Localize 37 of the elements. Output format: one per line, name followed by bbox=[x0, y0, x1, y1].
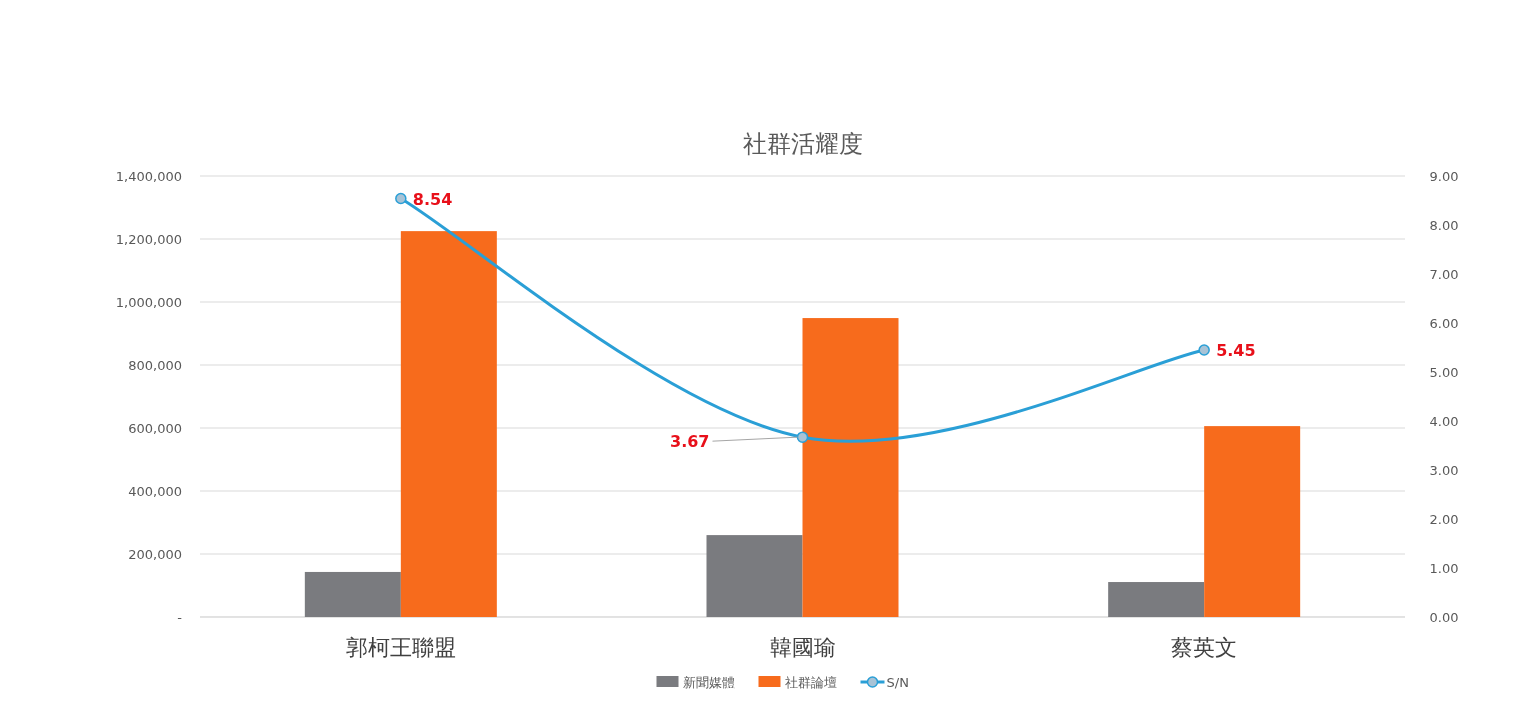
y2-tick-label: 9.00 bbox=[1429, 169, 1459, 184]
bar bbox=[400, 231, 497, 617]
y2-tick-label: 3.00 bbox=[1429, 463, 1459, 478]
point bbox=[395, 192, 407, 205]
y-tick-label: - bbox=[177, 610, 183, 625]
y-tick-label: 600,000 bbox=[128, 421, 182, 436]
y2-tick-label: 2.00 bbox=[1429, 512, 1459, 527]
y-tick-label: 400,000 bbox=[128, 484, 182, 499]
y-tick-label: 1,200,000 bbox=[115, 232, 182, 247]
bar bbox=[1108, 582, 1205, 617]
y2-tick-label: 0.00 bbox=[1429, 610, 1459, 625]
legend-label: 新聞媒體 bbox=[682, 675, 735, 690]
x-tick-label: 韓國瑜 bbox=[769, 635, 836, 660]
y2-tick-label: 6.00 bbox=[1429, 316, 1459, 331]
data-label: 5.45 bbox=[1216, 340, 1256, 360]
x-tick-label: 蔡英文 bbox=[1171, 635, 1238, 660]
y-tick-label: 200,000 bbox=[128, 547, 182, 562]
legend-label: S/N bbox=[886, 675, 909, 690]
data-label: 3.67 bbox=[670, 432, 710, 452]
bar bbox=[304, 571, 401, 617]
legend-label: 社群論壇 bbox=[784, 675, 837, 690]
point bbox=[1198, 344, 1210, 356]
data-label: 8.54 bbox=[412, 189, 453, 209]
y2-tick-label: 8.00 bbox=[1429, 218, 1459, 233]
bar bbox=[706, 535, 803, 617]
x-tick-label: 郭柯王聯盟 bbox=[345, 635, 456, 660]
y-tick-label: 1,400,000 bbox=[115, 169, 182, 184]
chart-title: 社群活耀度 bbox=[742, 130, 863, 158]
point bbox=[796, 431, 809, 443]
y2-tick-label: 4.00 bbox=[1429, 414, 1459, 429]
bar bbox=[1204, 426, 1301, 617]
y-tick-label: 1,000,000 bbox=[115, 295, 182, 310]
y2-tick-label: 1.00 bbox=[1429, 561, 1459, 576]
y2-tick-label: 7.00 bbox=[1429, 267, 1459, 282]
y2-tick-label: 5.00 bbox=[1429, 365, 1459, 380]
bar bbox=[802, 318, 899, 617]
y-tick-label: 800,000 bbox=[128, 358, 182, 373]
